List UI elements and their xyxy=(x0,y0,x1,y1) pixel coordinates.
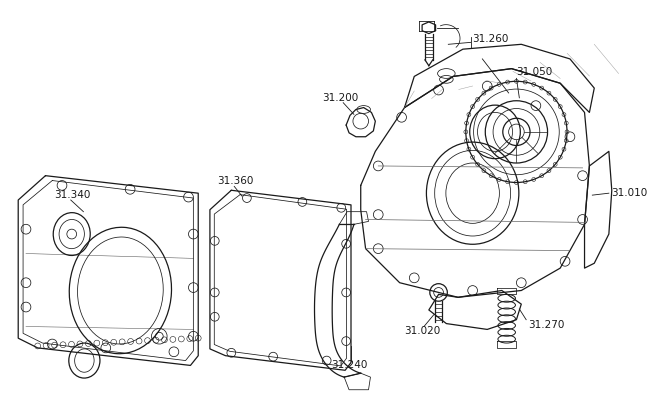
Text: 31.260: 31.260 xyxy=(473,34,509,44)
Text: 31.270: 31.270 xyxy=(528,320,564,330)
Text: 31.020: 31.020 xyxy=(404,326,441,336)
Text: 31.010: 31.010 xyxy=(611,188,647,198)
Text: 31.200: 31.200 xyxy=(322,93,358,103)
Text: 31.240: 31.240 xyxy=(331,360,368,370)
Text: 31.340: 31.340 xyxy=(54,190,90,200)
Text: 31.050: 31.050 xyxy=(516,66,553,76)
Text: 31.360: 31.360 xyxy=(217,176,253,186)
